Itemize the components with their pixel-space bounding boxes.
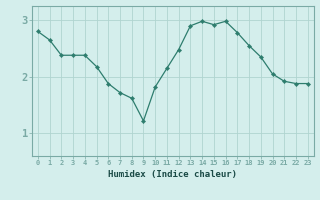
X-axis label: Humidex (Indice chaleur): Humidex (Indice chaleur): [108, 170, 237, 179]
